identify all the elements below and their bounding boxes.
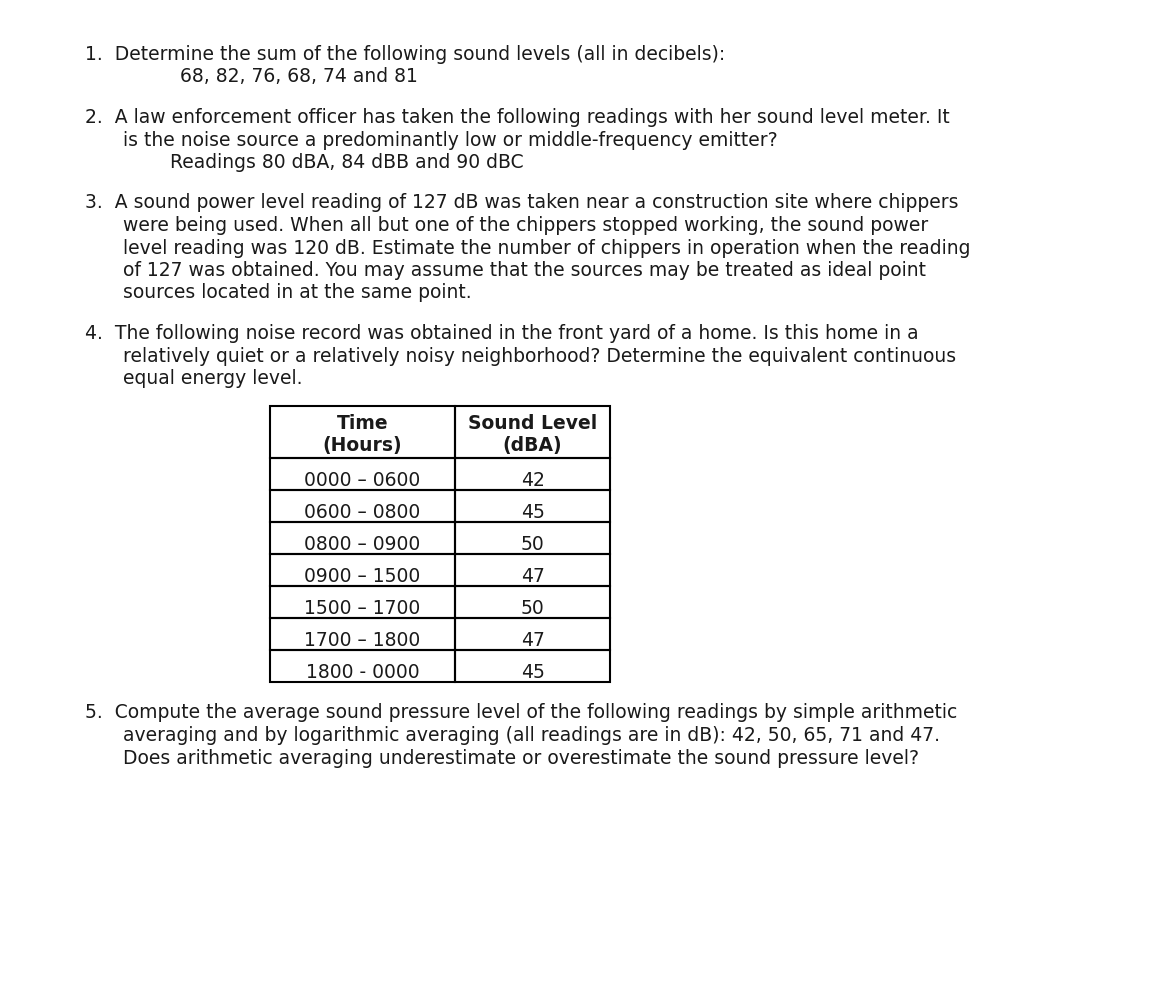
Text: 0000 – 0600: 0000 – 0600 (304, 471, 421, 490)
Text: 1.  Determine the sum of the following sound levels (all in decibels):: 1. Determine the sum of the following so… (85, 45, 725, 64)
Bar (270, 458, 455, 490)
Text: 0600 – 0800: 0600 – 0800 (304, 503, 421, 522)
Text: were being used. When all but one of the chippers stopped working, the sound pow: were being used. When all but one of the… (123, 216, 928, 235)
Bar (455, 554, 610, 585)
Text: (dBA): (dBA) (503, 436, 563, 456)
Bar (455, 458, 610, 490)
Text: level reading was 120 dB. Estimate the number of chippers in operation when the : level reading was 120 dB. Estimate the n… (123, 238, 970, 258)
Text: 1800 - 0000: 1800 - 0000 (305, 663, 419, 682)
Text: 50: 50 (521, 535, 544, 554)
Text: of 127 was obtained. You may assume that the sources may be treated as ideal poi: of 127 was obtained. You may assume that… (123, 261, 925, 280)
Text: 4.  The following noise record was obtained in the front yard of a home. Is this: 4. The following noise record was obtain… (85, 324, 918, 343)
Text: averaging and by logarithmic averaging (all readings are in dB): 42, 50, 65, 71 : averaging and by logarithmic averaging (… (123, 726, 940, 745)
Text: 5.  Compute the average sound pressure level of the following readings by simple: 5. Compute the average sound pressure le… (85, 704, 957, 722)
Text: 45: 45 (521, 663, 544, 682)
Text: (Hours): (Hours) (323, 436, 402, 456)
Text: Sound Level: Sound Level (468, 414, 597, 433)
Bar (455, 618, 610, 649)
Bar (455, 585, 610, 618)
Bar (270, 618, 455, 649)
Text: Does arithmetic averaging underestimate or overestimate the sound pressure level: Does arithmetic averaging underestimate … (123, 749, 918, 768)
Bar (270, 405, 455, 458)
Text: 42: 42 (521, 471, 544, 490)
Bar (455, 405, 610, 458)
Text: equal energy level.: equal energy level. (123, 369, 303, 388)
Bar (270, 649, 455, 682)
Text: 68, 82, 76, 68, 74 and 81: 68, 82, 76, 68, 74 and 81 (180, 68, 418, 87)
Bar (270, 554, 455, 585)
Bar (270, 585, 455, 618)
Text: Readings 80 dBA, 84 dBB and 90 dBC: Readings 80 dBA, 84 dBB and 90 dBC (170, 153, 524, 172)
Text: sources located in at the same point.: sources located in at the same point. (123, 283, 472, 302)
Text: 1500 – 1700: 1500 – 1700 (304, 599, 421, 618)
Bar (270, 522, 455, 554)
Text: 50: 50 (521, 599, 544, 618)
Bar (270, 490, 455, 522)
Bar (455, 490, 610, 522)
Bar (455, 522, 610, 554)
Text: 2.  A law enforcement officer has taken the following readings with her sound le: 2. A law enforcement officer has taken t… (85, 108, 950, 127)
Text: is the noise source a predominantly low or middle-frequency emitter?: is the noise source a predominantly low … (123, 131, 778, 150)
Text: 0800 – 0900: 0800 – 0900 (304, 535, 421, 554)
Text: relatively quiet or a relatively noisy neighborhood? Determine the equivalent co: relatively quiet or a relatively noisy n… (123, 346, 956, 365)
Text: 47: 47 (521, 567, 544, 585)
Text: 0900 – 1500: 0900 – 1500 (304, 567, 421, 585)
Text: 45: 45 (521, 503, 544, 522)
Text: 3.  A sound power level reading of 127 dB was taken near a construction site whe: 3. A sound power level reading of 127 dB… (85, 194, 958, 213)
Bar (455, 649, 610, 682)
Text: Time: Time (337, 414, 388, 433)
Text: 1700 – 1800: 1700 – 1800 (304, 631, 421, 649)
Text: 47: 47 (521, 631, 544, 649)
